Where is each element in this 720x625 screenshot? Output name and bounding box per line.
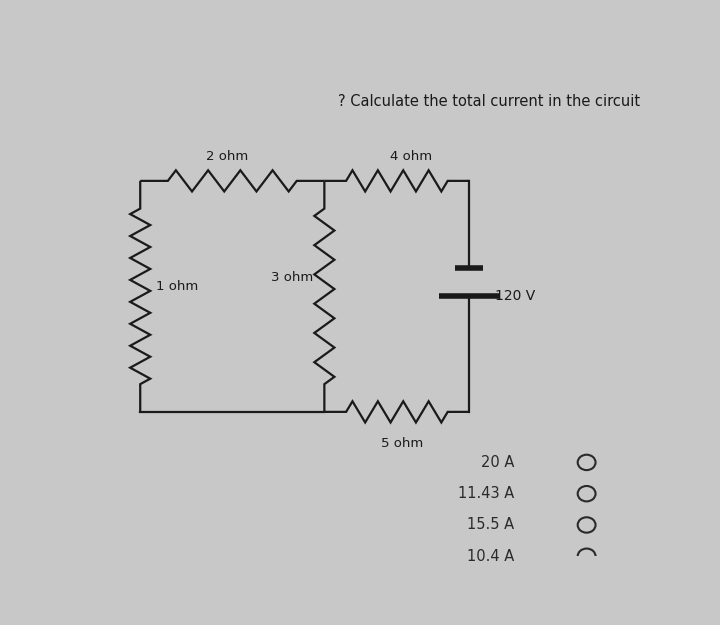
Text: 5 ohm: 5 ohm xyxy=(382,437,423,450)
Text: 120 V: 120 V xyxy=(495,289,535,303)
Text: 20 A: 20 A xyxy=(481,455,514,470)
Text: 2 ohm: 2 ohm xyxy=(206,149,248,162)
Text: 3 ohm: 3 ohm xyxy=(271,271,314,284)
Text: 11.43 A: 11.43 A xyxy=(458,486,514,501)
Text: 4 ohm: 4 ohm xyxy=(390,149,432,162)
Text: 1 ohm: 1 ohm xyxy=(156,280,198,293)
Text: 10.4 A: 10.4 A xyxy=(467,549,514,564)
Text: 15.5 A: 15.5 A xyxy=(467,518,514,532)
Text: ? Calculate the total current in the circuit: ? Calculate the total current in the cir… xyxy=(338,94,639,109)
